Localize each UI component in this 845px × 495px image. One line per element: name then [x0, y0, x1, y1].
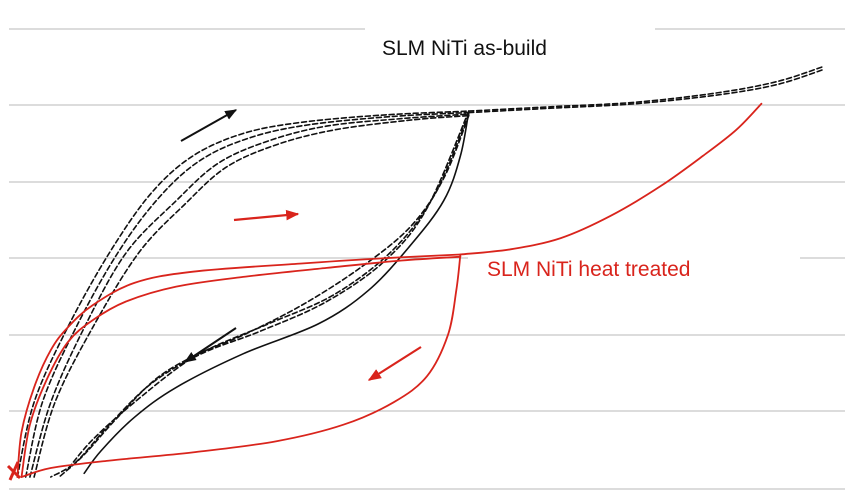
annotation-heat-treated: SLM NiTi heat treated: [487, 258, 690, 281]
label-background-as-build: [365, 20, 655, 68]
series-line-as-build-5: [66, 114, 470, 471]
annotation-as-build: SLM NiTi as-build: [382, 37, 547, 60]
series-line-as-build-8: [468, 65, 825, 112]
series-line-heat-treated-10: [16, 253, 462, 478]
series-line-heat-treated-11: [20, 255, 462, 478]
series-line-as-build-1: [24, 111, 470, 478]
series-line-as-build-4: [83, 110, 470, 475]
loading-arrow-red: [233, 209, 300, 222]
series-line-as-build-3: [33, 114, 470, 478]
series-line-as-build-2: [29, 113, 470, 478]
series-line-as-build-0: [16, 110, 470, 478]
series-line-as-build-6: [58, 113, 470, 478]
unloading-arrow-red: [367, 346, 422, 381]
series-line-heat-treated-13: [459, 102, 763, 256]
series-line-heat-treated-12: [20, 253, 462, 478]
origin-marker: [6, 461, 22, 481]
unloading-arrow-black: [184, 327, 237, 363]
grid-lines: [9, 28, 845, 490]
label-background-heat-treated: [468, 248, 800, 290]
loading-arrow-black: [180, 109, 238, 142]
series-layer: [16, 65, 825, 478]
series-line-as-build-7: [50, 110, 470, 478]
series-line-as-build-9: [468, 68, 825, 114]
